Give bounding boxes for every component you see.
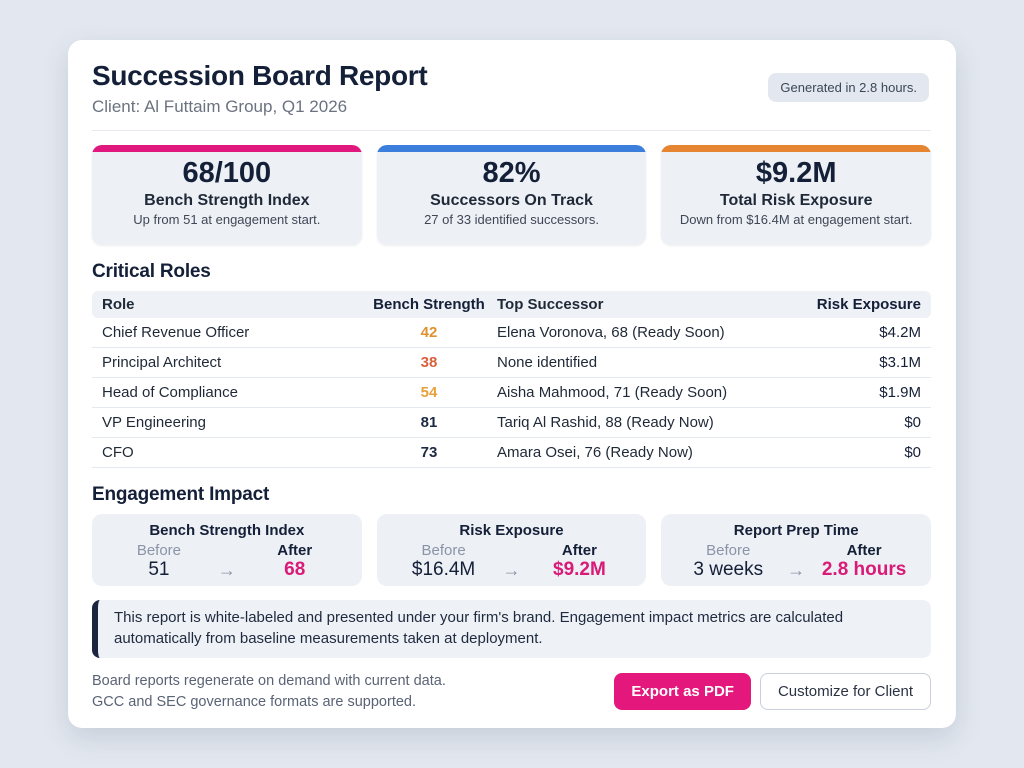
stat-label: Bench Strength Index	[144, 192, 310, 210]
before-label: Before	[136, 542, 182, 560]
stat-card-risk-exposure: $9.2M Total Risk Exposure Down from $16.…	[661, 145, 932, 246]
stat-note: Up from 51 at engagement start.	[133, 212, 321, 228]
table-row: VP Engineering 81 Tariq Al Rashid, 88 (R…	[92, 408, 931, 439]
customize-client-button[interactable]: Customize for Client	[759, 673, 931, 711]
stat-value: $9.2M	[755, 157, 837, 190]
report-header: Succession Board Report Client: Al Futta…	[92, 60, 931, 117]
top-successor-cell: Aisha Mahmood, 71 (Ready Soon)	[497, 384, 728, 402]
top-successor-cell: Tariq Al Rashid, 88 (Ready Now)	[497, 414, 714, 432]
before-label: Before	[421, 542, 466, 560]
impact-title: Bench Strength Index	[149, 522, 305, 540]
bench-strength-cell: 54	[420, 384, 438, 402]
engagement-impact-row: Bench Strength Index Before After 51 → 6…	[92, 514, 932, 587]
export-pdf-button[interactable]: Export as PDF	[614, 673, 751, 711]
bench-strength-cell: 73	[420, 444, 438, 462]
before-value: 3 weeks	[693, 559, 764, 581]
table-row: CFO 73 Amara Osei, 76 (Ready Now) $0	[92, 438, 931, 469]
column-header-top-successor: Top Successor	[497, 296, 604, 314]
stat-value: 68/100	[182, 157, 272, 190]
footer-note-line2: GCC and SEC governance formats are suppo…	[92, 693, 416, 710]
after-value: $9.2M	[553, 559, 606, 581]
impact-grid: Before After $16.4M → $9.2M	[393, 542, 631, 582]
page-title: Succession Board Report	[92, 60, 428, 91]
stat-card-successors-on-track: 82% Successors On Track 27 of 33 identif…	[376, 145, 647, 246]
impact-title: Risk Exposure	[459, 522, 564, 540]
after-label: After	[846, 542, 882, 560]
column-header-risk-exposure: Risk Exposure	[816, 296, 921, 314]
white-label-note: This report is white-labeled and present…	[92, 600, 931, 658]
before-label: Before	[706, 542, 751, 560]
table-row: Head of Compliance 54 Aisha Mahmood, 71 …	[92, 378, 931, 409]
impact-grid: Before After 3 weeks → 2.8 hours	[677, 542, 915, 582]
arrow-right-icon: →	[787, 559, 806, 580]
table-header-row: Role Bench Strength Top Successor Risk E…	[92, 291, 931, 319]
impact-card-bench-strength: Bench Strength Index Before After 51 → 6…	[92, 514, 362, 587]
role-cell: Chief Revenue Officer	[102, 324, 250, 342]
top-successor-cell: Amara Osei, 76 (Ready Now)	[497, 444, 693, 462]
report-card: Succession Board Report Client: Al Futta…	[68, 40, 956, 728]
risk-exposure-cell: $0	[904, 444, 921, 462]
table-row: Chief Revenue Officer 42 Elena Voronova,…	[92, 318, 931, 349]
column-header-bench-strength: Bench Strength	[373, 296, 485, 314]
impact-card-report-prep-time: Report Prep Time Before After 3 weeks → …	[661, 514, 932, 587]
critical-roles-heading: Critical Roles	[92, 261, 211, 283]
role-cell: CFO	[102, 444, 134, 462]
footer-note-line1: Board reports regenerate on demand with …	[92, 672, 446, 689]
bench-strength-cell: 38	[420, 354, 438, 372]
stat-note: Down from $16.4M at engagement start.	[679, 212, 913, 228]
before-value: 51	[148, 559, 170, 581]
impact-grid: Before After 51 → 68	[108, 542, 346, 582]
stat-accent-bar	[376, 145, 647, 153]
stat-accent-bar	[92, 145, 362, 153]
generated-time-badge: Generated in 2.8 hours.	[768, 73, 929, 102]
header-divider	[92, 130, 931, 132]
stat-accent-bar	[661, 145, 932, 153]
risk-exposure-cell: $3.1M	[879, 354, 921, 372]
risk-exposure-cell: $4.2M	[879, 324, 921, 342]
bench-strength-cell: 42	[420, 324, 438, 342]
kpi-stats-row: 68/100 Bench Strength Index Up from 51 a…	[92, 145, 932, 246]
impact-title: Report Prep Time	[733, 522, 859, 540]
risk-exposure-cell: $1.9M	[879, 384, 921, 402]
top-successor-cell: None identified	[497, 354, 598, 372]
stat-label: Successors On Track	[430, 192, 593, 210]
impact-card-risk-exposure: Risk Exposure Before After $16.4M → $9.2…	[376, 514, 647, 587]
after-label: After	[277, 542, 313, 560]
role-cell: VP Engineering	[102, 414, 206, 432]
engagement-impact-heading: Engagement Impact	[92, 484, 270, 506]
before-value: $16.4M	[411, 559, 476, 581]
role-cell: Principal Architect	[102, 354, 222, 372]
footer-note: Board reports regenerate on demand with …	[92, 671, 446, 713]
top-successor-cell: Elena Voronova, 68 (Ready Soon)	[497, 324, 725, 342]
risk-exposure-cell: $0	[904, 414, 921, 432]
arrow-right-icon: →	[502, 559, 521, 580]
after-value: 2.8 hours	[821, 559, 907, 581]
stat-card-bench-strength: 68/100 Bench Strength Index Up from 51 a…	[92, 145, 362, 246]
stat-note: 27 of 33 identified successors.	[424, 212, 599, 228]
critical-roles-table: Role Bench Strength Top Successor Risk E…	[92, 291, 931, 469]
report-footer: Board reports regenerate on demand with …	[92, 671, 931, 713]
stat-label: Total Risk Exposure	[719, 192, 873, 210]
table-row: Principal Architect 38 None identified $…	[92, 348, 931, 379]
column-header-role: Role	[102, 296, 135, 314]
after-value: 68	[284, 559, 306, 581]
arrow-right-icon: →	[217, 559, 236, 580]
footer-actions: Export as PDF Customize for Client	[614, 673, 931, 711]
stat-value: 82%	[482, 157, 541, 190]
after-label: After	[561, 542, 597, 560]
bench-strength-cell: 81	[420, 414, 438, 432]
role-cell: Head of Compliance	[102, 384, 238, 402]
client-subtitle: Client: Al Futtaim Group, Q1 2026	[92, 97, 348, 117]
